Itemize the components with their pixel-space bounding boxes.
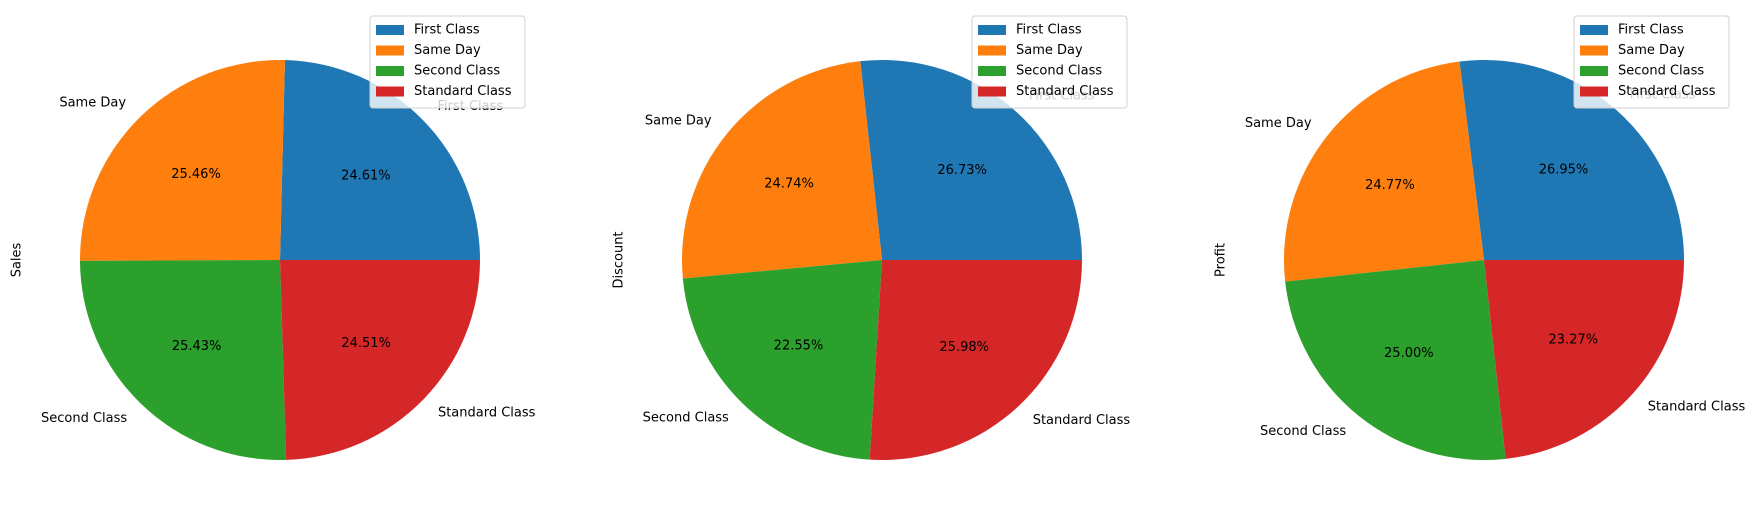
legend-label-first-class: First Class bbox=[414, 23, 480, 38]
pie-slice-first-class bbox=[860, 59, 1082, 261]
legend: First Class Same Day Second Class Standard … bbox=[369, 15, 526, 109]
legend: First Class Same Day Second Class Standard … bbox=[1573, 15, 1730, 109]
slice-percent-label: 25.43% bbox=[172, 339, 222, 354]
slice-percent-label: 24.61% bbox=[341, 169, 391, 184]
legend-swatch-second-class bbox=[978, 66, 1006, 76]
pie-slice-second-class bbox=[80, 260, 287, 461]
pie-chart-profit: 26.95% First Class 24.77% Same Day 25.00% Sec… bbox=[1214, 15, 1746, 460]
slice-percent-label: 26.73% bbox=[937, 163, 987, 178]
pie-slice-same-day bbox=[682, 61, 882, 279]
legend-box bbox=[1573, 15, 1730, 109]
legend-label-second-class: Second Class bbox=[1618, 64, 1704, 79]
legend-label-second-class: Second Class bbox=[414, 64, 500, 79]
slice-category-label: Second Class bbox=[1260, 424, 1346, 439]
pie-chart-sales: 24.61% First Class 25.46% Same Day 25.43% Sec… bbox=[10, 15, 536, 461]
pie-slice-standard-class bbox=[280, 260, 480, 460]
slice-percent-label: 26.95% bbox=[1539, 163, 1589, 178]
legend-swatch-standard-class bbox=[978, 86, 1006, 97]
slice-percent-label: 23.27% bbox=[1549, 333, 1599, 348]
legend-label-standard-class: Standard Class bbox=[1618, 84, 1716, 99]
legend: First Class Same Day Second Class Standard … bbox=[971, 15, 1128, 109]
legend-swatch-same-day bbox=[376, 45, 404, 56]
legend-box bbox=[369, 15, 526, 109]
legend-label-same-day: Same Day bbox=[1016, 43, 1083, 58]
pie-slice-standard-class bbox=[869, 260, 1082, 460]
legend-label-first-class: First Class bbox=[1016, 23, 1082, 38]
pie-slice-first-class bbox=[1459, 60, 1684, 261]
slice-category-label: Same Day bbox=[1245, 116, 1312, 131]
legend-swatch-standard-class bbox=[376, 86, 404, 97]
slice-percent-label: 25.46% bbox=[171, 167, 221, 182]
legend-swatch-same-day bbox=[1580, 45, 1608, 56]
pie-chart-discount: 26.73% First Class 24.74% Same Day 22.55% Sec… bbox=[612, 15, 1131, 460]
slice-percent-label: 22.55% bbox=[774, 339, 824, 354]
pie-slice-second-class bbox=[682, 260, 882, 460]
legend-swatch-second-class bbox=[376, 66, 404, 76]
legend-swatch-second-class bbox=[1580, 66, 1608, 76]
pie-slice-same-day bbox=[1284, 61, 1484, 282]
legend-label-first-class: First Class bbox=[1618, 23, 1684, 38]
y-axis-label: Sales bbox=[10, 242, 25, 277]
legend-label-same-day: Same Day bbox=[1618, 43, 1685, 58]
slice-percent-label: 24.74% bbox=[764, 177, 814, 192]
y-axis-label: Profit bbox=[1214, 243, 1229, 277]
pie-slice-same-day bbox=[79, 60, 285, 261]
slice-percent-label: 25.98% bbox=[939, 340, 989, 355]
pie-slice-standard-class bbox=[1484, 260, 1684, 459]
slice-category-label: Second Class bbox=[41, 411, 127, 426]
slice-category-label: Standard Class bbox=[438, 406, 536, 421]
slice-percent-label: 24.51% bbox=[341, 336, 391, 351]
slice-category-label: Same Day bbox=[59, 95, 126, 110]
slice-category-label: Second Class bbox=[643, 410, 729, 425]
legend-label-standard-class: Standard Class bbox=[414, 84, 512, 99]
slice-percent-label: 25.00% bbox=[1384, 346, 1434, 361]
legend-label-standard-class: Standard Class bbox=[1016, 84, 1114, 99]
slice-category-label: Standard Class bbox=[1648, 399, 1746, 414]
legend-swatch-same-day bbox=[978, 45, 1006, 56]
slice-percent-label: 24.77% bbox=[1365, 178, 1415, 193]
y-axis-label: Discount bbox=[612, 231, 627, 288]
legend-swatch-first-class bbox=[1580, 25, 1608, 35]
legend-swatch-first-class bbox=[376, 25, 404, 35]
legend-label-same-day: Same Day bbox=[414, 43, 481, 58]
legend-box bbox=[971, 15, 1128, 109]
legend-label-second-class: Second Class bbox=[1016, 64, 1102, 79]
legend-swatch-first-class bbox=[978, 25, 1006, 35]
slice-category-label: Same Day bbox=[645, 113, 712, 128]
legend-swatch-standard-class bbox=[1580, 86, 1608, 97]
pie-slice-first-class bbox=[280, 60, 480, 260]
slice-category-label: Standard Class bbox=[1033, 413, 1131, 428]
pie-slice-second-class bbox=[1285, 260, 1506, 460]
